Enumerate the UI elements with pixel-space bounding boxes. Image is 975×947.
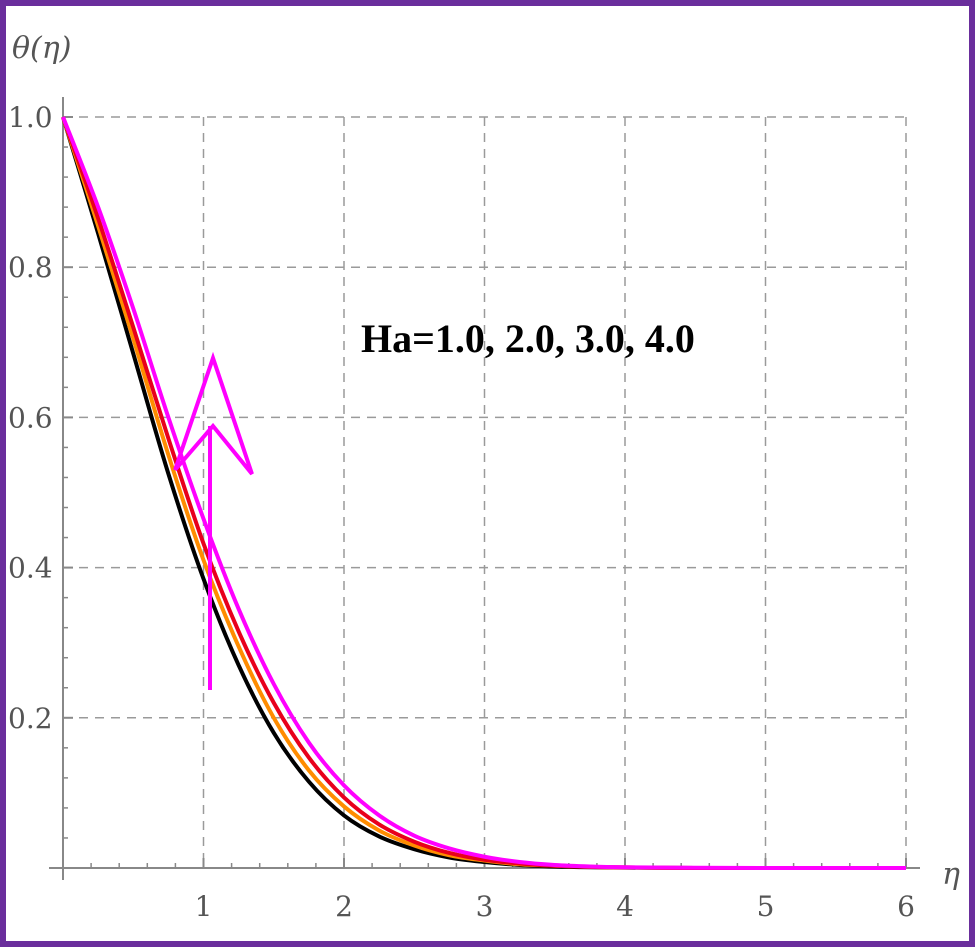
x-tick-label-2: 2 bbox=[335, 890, 353, 923]
y-tick-label-1.0: 1.0 bbox=[8, 101, 53, 134]
x-tick-label-1: 1 bbox=[195, 890, 213, 923]
x-tick-label-4: 4 bbox=[616, 890, 634, 923]
arrow-head bbox=[173, 351, 254, 476]
theta-profile-chart: Ha=1.0, 2.0, 3.0, 4.0 θ(η) η 1 2 3 4 5 6 0.2 0.… bbox=[8, 31, 960, 923]
y-tick-label-0.6: 0.6 bbox=[8, 401, 53, 434]
curve-series-4 bbox=[61, 116, 906, 871]
curves bbox=[61, 116, 906, 871]
x-tick-label-6: 6 bbox=[897, 890, 915, 923]
x-axis-label: η bbox=[942, 857, 960, 892]
grid-lines bbox=[63, 116, 907, 868]
ha-annotation: Ha=1.0, 2.0, 3.0, 4.0 bbox=[361, 316, 695, 361]
x-tick-label-3: 3 bbox=[476, 890, 494, 923]
tick-labels: 1 2 3 4 5 6 0.2 0.4 0.6 0.8 1.0 bbox=[8, 101, 915, 923]
y-tick-label-0.4: 0.4 bbox=[8, 552, 53, 585]
y-axis-label: θ(η) bbox=[12, 31, 71, 66]
trend-arrow bbox=[173, 351, 254, 690]
y-tick-label-0.8: 0.8 bbox=[8, 251, 53, 284]
x-tick-label-5: 5 bbox=[757, 890, 775, 923]
y-tick-label-0.2: 0.2 bbox=[8, 702, 53, 735]
